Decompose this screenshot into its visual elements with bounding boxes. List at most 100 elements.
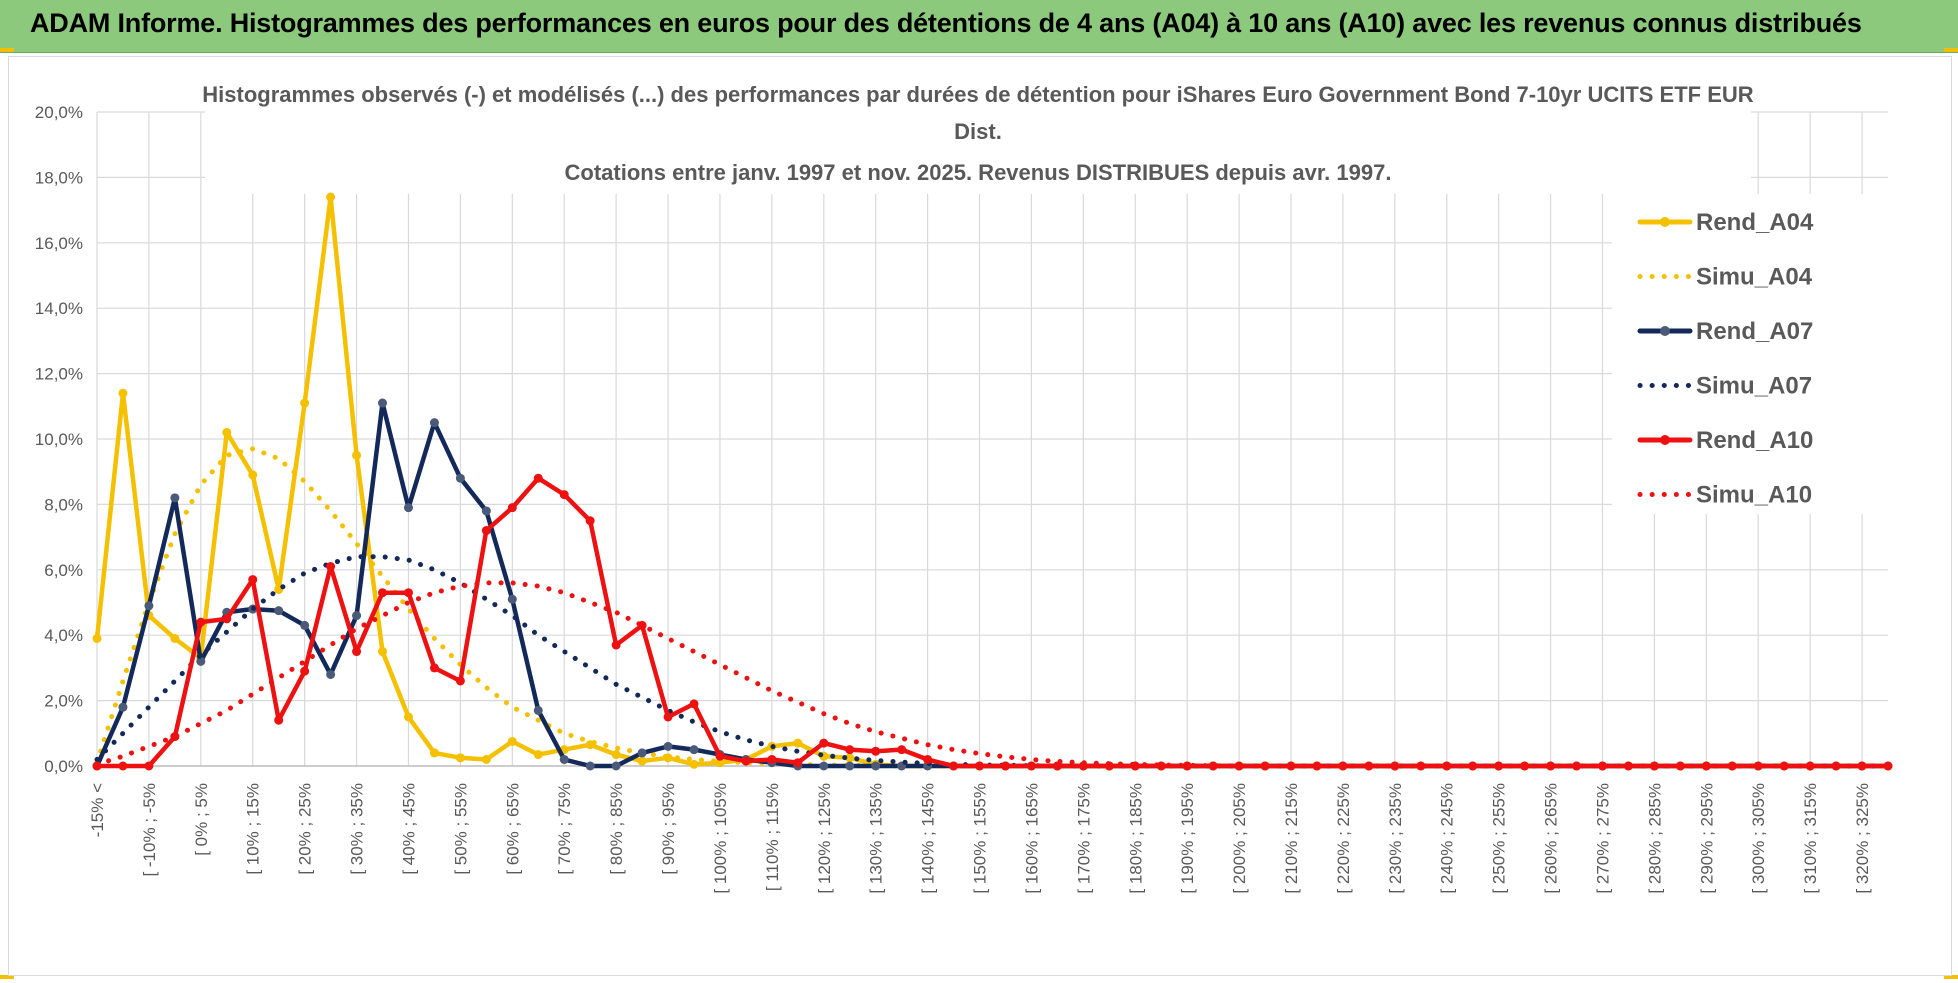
y-tick-label: 6,0% xyxy=(44,561,83,580)
x-tick-label: [ 170% ; 175% xyxy=(1074,783,1093,894)
data-point-rend-a10 xyxy=(1390,761,1400,771)
series-line-rend-a10 xyxy=(94,475,1891,769)
data-point-rend-a10 xyxy=(1727,761,1737,771)
x-tick-label: [ 180% ; 185% xyxy=(1126,783,1145,894)
corner-accent-top-left xyxy=(0,48,14,52)
report-title: ADAM Informe. Histogrammes des performan… xyxy=(30,8,1862,38)
data-point-rend-a10 xyxy=(429,663,439,673)
y-tick-label: 20,0% xyxy=(35,103,83,122)
data-point-rend-a10 xyxy=(533,473,543,483)
x-tick-label: [ 210% ; 215% xyxy=(1282,783,1301,894)
data-point-rend-a10 xyxy=(741,756,751,766)
data-point-rend-a07 xyxy=(326,669,336,679)
data-point-rend-a10 xyxy=(1520,761,1530,771)
data-point-rend-a10 xyxy=(1857,761,1867,771)
data-point-rend-a10 xyxy=(1546,761,1556,771)
data-point-rend-a10 xyxy=(248,575,258,585)
x-tick-label: [ 300% ; 305% xyxy=(1749,783,1768,894)
x-tick-label: [ 60% ; 65% xyxy=(503,783,522,875)
data-point-rend-a07 xyxy=(871,761,881,771)
data-point-rend-a07 xyxy=(689,745,699,755)
data-point-rend-a10 xyxy=(871,746,881,756)
x-tick-label: [ 90% ; 95% xyxy=(659,783,678,875)
data-point-rend-a10 xyxy=(1753,761,1763,771)
data-point-rend-a07 xyxy=(481,506,491,516)
data-point-rend-a07 xyxy=(533,705,543,715)
data-point-rend-a10 xyxy=(144,761,154,771)
data-point-rend-a04 xyxy=(533,750,543,760)
x-tick-label: [ 250% ; 255% xyxy=(1490,783,1509,894)
legend-marker-rend-a10 xyxy=(1660,435,1670,445)
data-point-rend-a04 xyxy=(222,427,232,437)
data-point-rend-a10 xyxy=(222,614,232,624)
data-point-rend-a07 xyxy=(611,761,621,771)
data-point-rend-a04 xyxy=(637,756,647,766)
y-tick-label: 14,0% xyxy=(35,299,83,318)
y-tick-label: 18,0% xyxy=(35,168,83,187)
chart-subtitle: Cotations entre janv. 1997 et nov. 2025.… xyxy=(565,160,1392,185)
data-point-rend-a10 xyxy=(1208,761,1218,771)
x-tick-label: [ 40% ; 45% xyxy=(399,783,418,875)
x-tick-label: -15% < xyxy=(88,783,107,837)
x-tick-label: [ 320% ; 325% xyxy=(1853,783,1872,894)
x-tick-label: [ 200% ; 205% xyxy=(1230,783,1249,894)
data-point-rend-a07 xyxy=(637,748,647,758)
data-point-rend-a10 xyxy=(585,516,595,526)
data-point-rend-a10 xyxy=(1572,761,1582,771)
report-banner: ADAM Informe. Histogrammes des performan… xyxy=(0,0,1958,53)
corner-accent-bottom-left xyxy=(0,975,14,979)
data-point-rend-a10 xyxy=(559,490,569,500)
x-tick-label: [ 30% ; 35% xyxy=(348,783,367,875)
data-point-rend-a04 xyxy=(507,736,517,746)
data-point-rend-a07 xyxy=(819,761,829,771)
data-point-rend-a07 xyxy=(585,761,595,771)
chart-title: Histogrammes observés (-) et modélisés (… xyxy=(202,82,1753,107)
data-point-rend-a07 xyxy=(300,620,310,630)
x-tick-label: [ 190% ; 195% xyxy=(1178,783,1197,894)
legend-background xyxy=(1612,194,1900,514)
y-tick-label: 16,0% xyxy=(35,234,83,253)
data-point-rend-a10 xyxy=(663,712,673,722)
x-tick-label: [ 150% ; 155% xyxy=(971,783,990,894)
data-point-rend-a07 xyxy=(455,473,465,483)
x-tick-label: [ 160% ; 165% xyxy=(1022,783,1041,894)
legend-label-simu-a04: Simu_A04 xyxy=(1696,264,1813,291)
data-point-rend-a10 xyxy=(1026,761,1036,771)
x-tick-label: [ 110% ; 115% xyxy=(763,783,782,891)
data-point-rend-a10 xyxy=(378,588,388,598)
data-point-rend-a10 xyxy=(611,640,621,650)
legend-label-simu-a10: Simu_A10 xyxy=(1696,482,1812,509)
data-point-rend-a07 xyxy=(663,741,673,751)
data-point-rend-a07 xyxy=(507,594,517,604)
x-tick-label: [ 20% ; 25% xyxy=(296,783,315,875)
data-point-rend-a10 xyxy=(326,562,336,572)
data-point-rend-a04 xyxy=(170,633,180,643)
x-tick-label: [ 10% ; 15% xyxy=(244,783,263,875)
legend-label-rend-a07: Rend_A07 xyxy=(1696,318,1813,345)
legend: Rend_A04 Simu_A04 Rend_A07 Simu_A07 Rend_A10… xyxy=(1612,194,1900,514)
legend-marker-rend-a04 xyxy=(1660,217,1670,227)
data-point-rend-a04 xyxy=(378,647,388,657)
x-tick-label: [ 290% ; 295% xyxy=(1697,783,1716,894)
data-point-rend-a10 xyxy=(1182,761,1192,771)
data-point-rend-a07 xyxy=(274,606,284,616)
data-point-rend-a10 xyxy=(1364,761,1374,771)
data-point-rend-a04 xyxy=(248,470,258,480)
data-point-rend-a04 xyxy=(611,750,621,760)
data-point-rend-a07 xyxy=(403,503,413,513)
data-point-rend-a07 xyxy=(559,754,569,764)
y-tick-label: 8,0% xyxy=(44,495,83,514)
x-tick-label: [ 0% ; 5% xyxy=(192,783,211,856)
data-point-rend-a04 xyxy=(403,712,413,722)
data-point-rend-a07 xyxy=(352,611,362,621)
data-point-rend-a10 xyxy=(274,715,284,725)
x-tick-label: [ 50% ; 55% xyxy=(451,783,470,875)
data-point-rend-a04 xyxy=(715,758,725,768)
data-point-rend-a10 xyxy=(897,745,907,755)
data-point-rend-a10 xyxy=(975,761,985,771)
x-tick-label: [ 240% ; 245% xyxy=(1438,783,1457,894)
data-point-rend-a04 xyxy=(689,759,699,769)
y-tick-label: 10,0% xyxy=(35,430,83,449)
data-point-rend-a04 xyxy=(481,754,491,764)
data-point-rend-a07 xyxy=(196,656,206,666)
